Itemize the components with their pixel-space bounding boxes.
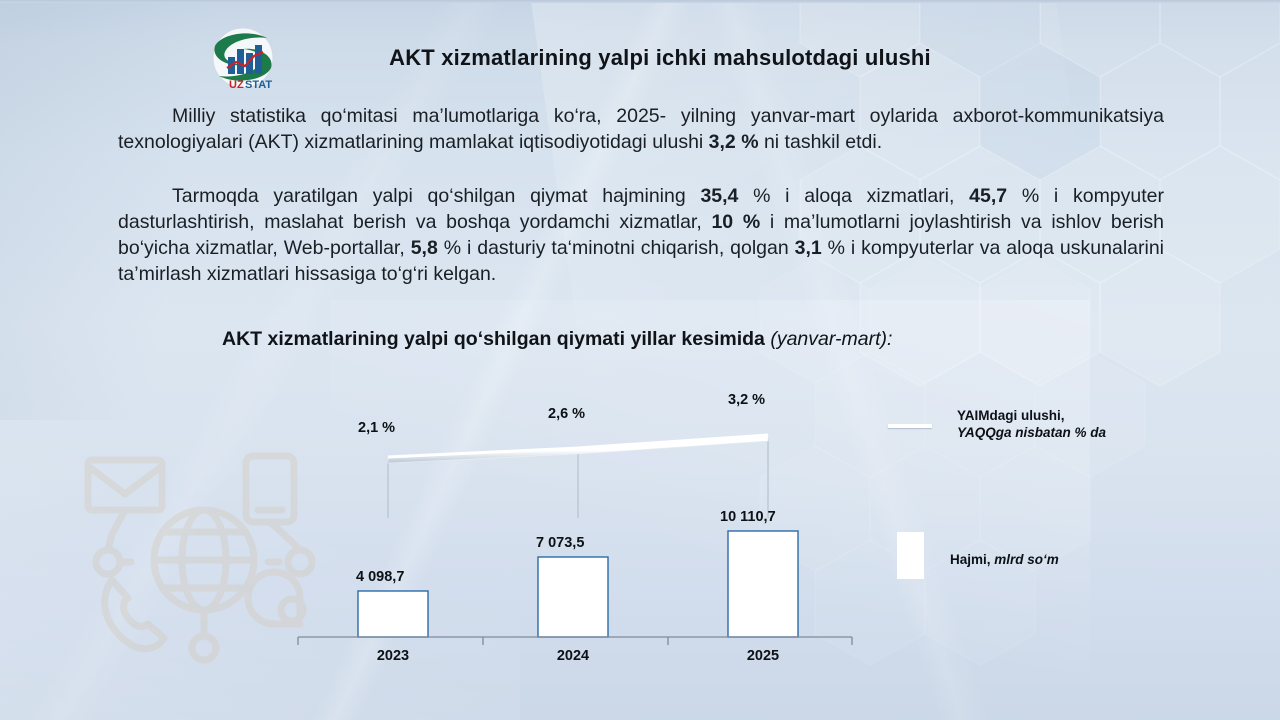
legend-share-line1: YAIMdagi ulushi, <box>957 408 1065 423</box>
p2-segment-2: % i aloqa xizmatlari, <box>738 185 970 207</box>
bar-label-2025: 10 110,7 <box>720 509 776 525</box>
legend-volume-italic: mlrd so‘m <box>990 552 1059 567</box>
trend-line <box>387 433 769 464</box>
pct-label-2024: 2,6 % <box>548 406 586 422</box>
ict-watermark-icon <box>84 452 316 664</box>
p2-segment-4: i ma’lumotlarni joylashtirish va ishlov … <box>118 211 1164 259</box>
background-top-border <box>0 0 1280 3</box>
legend-line-swatch <box>888 424 932 428</box>
bar-2023 <box>357 590 429 638</box>
uzstat-logo-icon: UZ STAT <box>212 27 274 91</box>
legend-volume-bold: Hajmi, <box>950 552 991 567</box>
chart-subtitle-bold: AKT xizmatlarining yalpi qo‘shilgan qiym… <box>222 328 765 350</box>
line-drop-lines <box>387 438 769 518</box>
logo-stat-text: STAT <box>245 79 272 91</box>
p1-segment-1: Milliy statistika qo‘mitasi ma’lumotlari… <box>118 105 1164 153</box>
chart-subtitle: AKT xizmatlarining yalpi qo‘shilgan qiym… <box>222 328 892 351</box>
p2-segment-1: Tarmoqda yaratilgan yalpi qo‘shilgan qiy… <box>172 185 701 207</box>
background-left-shade <box>0 0 240 420</box>
legend-share-line2: YAQQga nisbatan % da <box>957 425 1107 440</box>
chart-area: 2,1 % 2,6 % 3,2 % 4 098,7 7 073,5 10 110… <box>290 380 870 665</box>
chart-subtitle-italic: (yanvar-mart): <box>764 328 893 350</box>
p2-segment-3: % i kompyuter dasturlashtirish, maslahat… <box>118 185 1165 233</box>
p2-bold-3: 10 % <box>711 211 761 233</box>
logo-uz-text: UZ <box>229 79 244 91</box>
p2-segment-6: % i kompyuterlar va aloqa uskunalarini t… <box>118 237 1164 285</box>
category-label-2024: 2024 <box>556 648 590 664</box>
p2-bold-1: 35,4 <box>700 185 739 207</box>
paragraph-gdp-share: Milliy statistika qo‘mitasi ma’lumotlari… <box>118 103 1164 155</box>
page-title: AKT xizmatlarining yalpi ichki mahsulotd… <box>389 45 931 70</box>
bar-2024 <box>537 556 609 638</box>
p1-bold-1: 3,2 % <box>708 131 759 153</box>
p1-segment-2: ni tashkil etdi. <box>758 131 883 153</box>
bar-label-2024: 7 073,5 <box>536 535 585 551</box>
p2-bold-2: 45,7 <box>969 185 1008 207</box>
background-highlight-b <box>330 300 1090 720</box>
p2-bold-5: 3,1 <box>794 237 822 259</box>
legend-bar-swatch <box>897 532 924 579</box>
category-label-2025: 2025 <box>746 648 780 664</box>
bar-label-2023: 4 098,7 <box>356 569 405 585</box>
legend-label-volume: Hajmi, mlrd so‘m <box>950 552 1059 567</box>
paragraph-value-breakdown: Tarmoqda yaratilgan yalpi qo‘shilgan qiy… <box>118 183 1164 287</box>
x-axis <box>297 636 853 645</box>
legend-label-share: YAIMdagi ulushi, YAQQga nisbatan % da <box>957 407 1106 441</box>
background-highlight-c <box>0 450 520 720</box>
p2-segment-5: % i dasturiy ta‘minotni chiqarish, qolga… <box>437 237 795 259</box>
pct-label-2025: 3,2 % <box>728 392 766 408</box>
bar-series <box>357 530 799 638</box>
pct-label-2023: 2,1 % <box>358 420 396 436</box>
category-label-2023: 2023 <box>376 648 410 664</box>
chart-svg <box>297 433 853 645</box>
bar-2025 <box>727 530 799 638</box>
p2-bold-4: 5,8 <box>410 237 438 259</box>
